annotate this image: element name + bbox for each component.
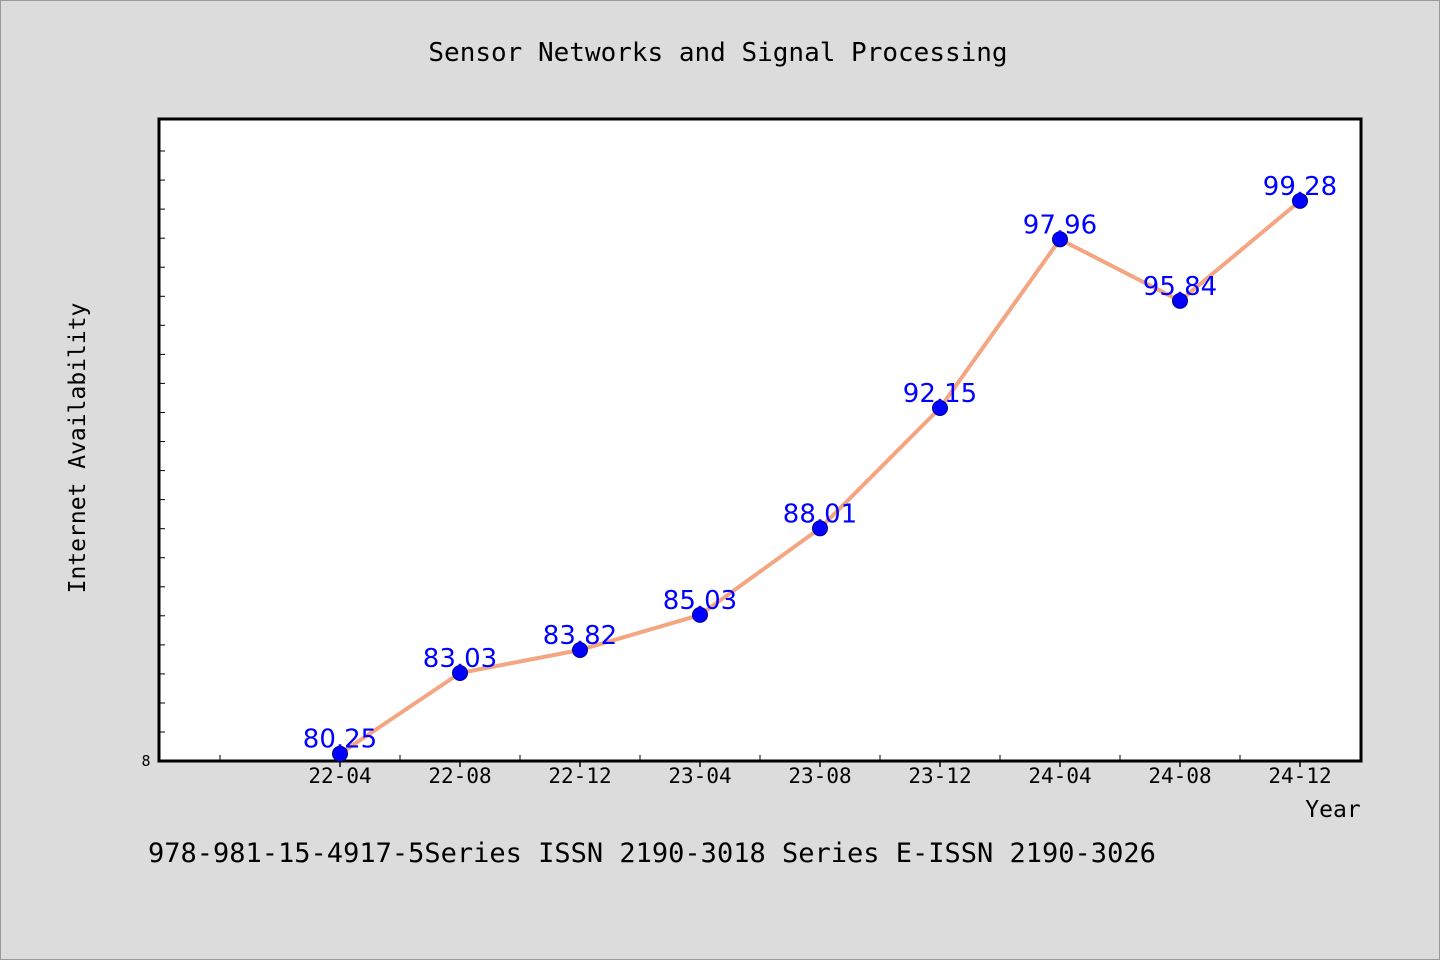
x-tick-label-23-12: 23-12 bbox=[908, 764, 971, 788]
data-label-23-04: 85.03 bbox=[663, 586, 737, 616]
x-tick-label-23-08: 23-08 bbox=[788, 764, 851, 788]
data-label-24-04: 97.96 bbox=[1023, 210, 1097, 240]
x-tick-label-24-04: 24-04 bbox=[1028, 764, 1091, 788]
data-label-23-12: 92.15 bbox=[903, 379, 977, 409]
data-point-markers bbox=[332, 192, 1308, 762]
footnote: 978-981-15-4917-5Series ISSN 2190-3018 S… bbox=[148, 838, 1156, 869]
data-labels: 80.25 83.03 83.82 85.03 88.01 92.15 97.96 95.84… bbox=[303, 172, 1337, 755]
data-label-24-12: 99.28 bbox=[1263, 172, 1337, 202]
data-label-24-08: 95.84 bbox=[1143, 272, 1217, 302]
x-axis-label: Year bbox=[1305, 797, 1360, 823]
x-tick-label-23-04: 23-04 bbox=[668, 764, 731, 788]
data-label-22-04: 80.25 bbox=[303, 725, 377, 755]
data-point-24-08 bbox=[1172, 292, 1188, 309]
data-point-24-12 bbox=[1292, 192, 1308, 209]
data-label-23-08: 88.01 bbox=[783, 499, 857, 529]
data-point-23-04 bbox=[692, 606, 708, 623]
y-axis-label: Internet Availability bbox=[65, 303, 91, 594]
data-point-23-08 bbox=[812, 520, 828, 537]
y-axis-tick-label: 8 bbox=[141, 752, 150, 770]
data-point-22-08 bbox=[452, 665, 468, 681]
plot-area bbox=[157, 117, 1363, 763]
data-label-22-08: 83.03 bbox=[423, 644, 497, 674]
data-label-22-12: 83.82 bbox=[543, 621, 617, 651]
chart-title: Sensor Networks and Signal Processing bbox=[428, 38, 1007, 68]
data-point-24-04 bbox=[1052, 231, 1068, 248]
x-axis-tick-labels: 22-04 22-08 22-12 23-04 23-08 23-12 24-04 24-08… bbox=[308, 764, 1331, 788]
data-point-23-12 bbox=[932, 400, 948, 416]
x-tick-label-24-08: 24-08 bbox=[1148, 764, 1211, 788]
x-axis-ticks bbox=[219, 755, 1301, 767]
x-tick-label-22-08: 22-08 bbox=[428, 764, 491, 788]
x-tick-label-22-04: 22-04 bbox=[308, 764, 371, 788]
data-point-22-04 bbox=[332, 745, 348, 762]
data-point-22-12 bbox=[572, 642, 588, 658]
y-axis-ticks bbox=[159, 150, 165, 733]
x-tick-label-24-12: 24-12 bbox=[1268, 764, 1331, 788]
x-tick-label-22-12: 22-12 bbox=[548, 764, 611, 788]
